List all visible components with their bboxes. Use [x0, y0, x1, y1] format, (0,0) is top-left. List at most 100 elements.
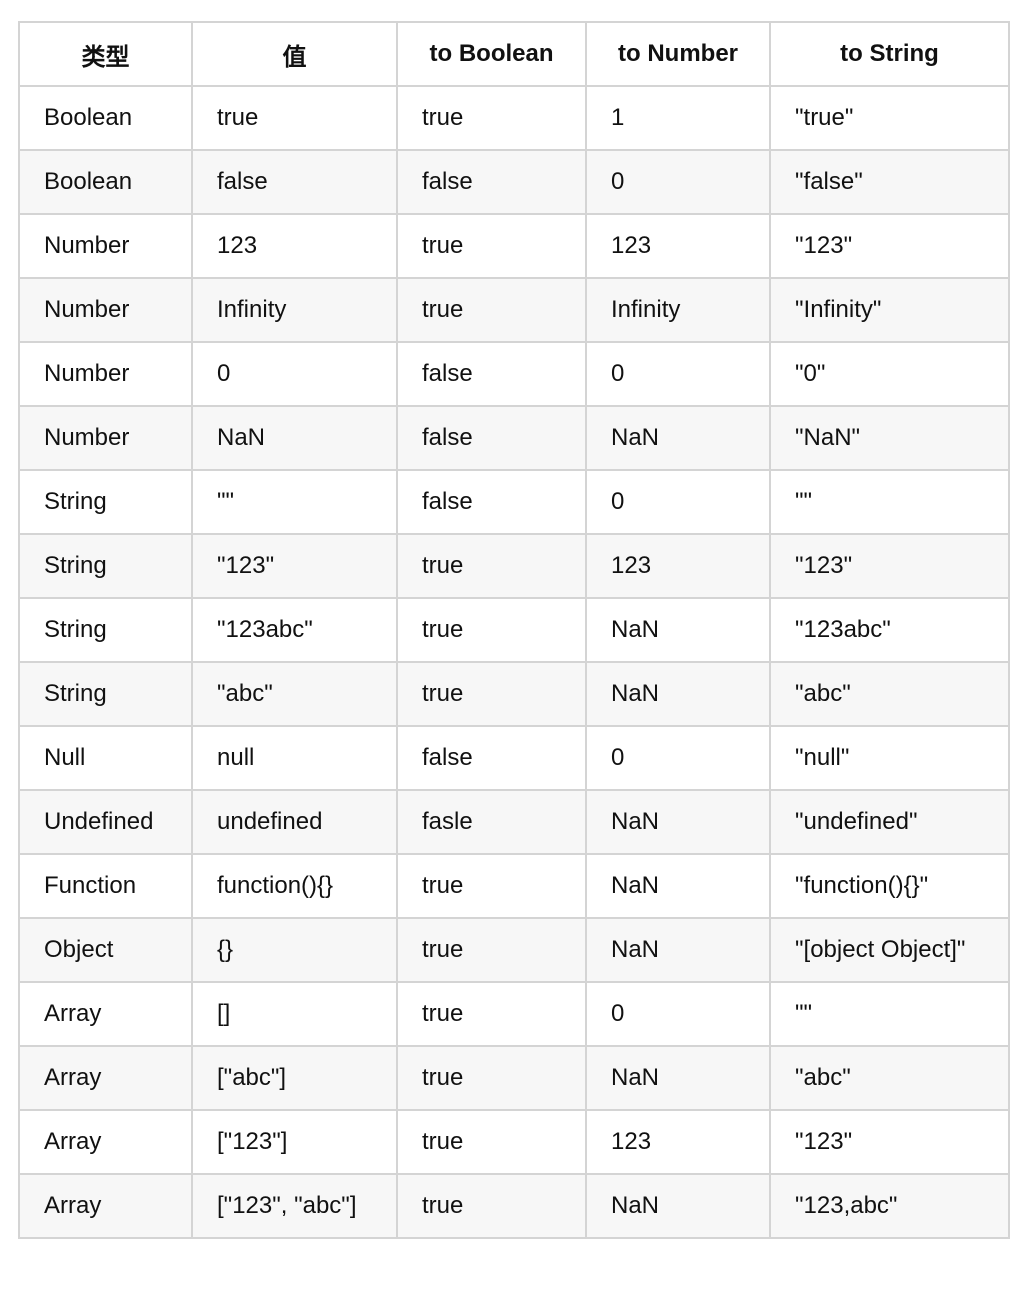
table-row: Boolean false false 0 "false" — [18, 149, 1010, 215]
cell-value: [] — [191, 981, 398, 1047]
table-row: Array ["123"] true 123 "123" — [18, 1109, 1010, 1175]
cell-type: Function — [18, 853, 193, 919]
cell-value: "abc" — [191, 661, 398, 727]
column-header-to-boolean: to Boolean — [396, 21, 587, 87]
cell-to-number: 0 — [585, 981, 771, 1047]
cell-value: ["abc"] — [191, 1045, 398, 1111]
cell-to-number: Infinity — [585, 277, 771, 343]
cell-to-number: 123 — [585, 533, 771, 599]
cell-to-boolean: true — [396, 1173, 587, 1239]
table-row: String "abc" true NaN "abc" — [18, 661, 1010, 727]
table-row: Array ["123", "abc"] true NaN "123,abc" — [18, 1173, 1010, 1239]
table-header: 类型值 to Boolean to Number to String — [18, 21, 1010, 87]
cell-type: Undefined — [18, 789, 193, 855]
cell-to-boolean: false — [396, 405, 587, 471]
cell-to-boolean: false — [396, 149, 587, 215]
cell-to-boolean: true — [396, 1109, 587, 1175]
cell-to-string: "123,abc" — [769, 1173, 1010, 1239]
cell-to-string: "abc" — [769, 1045, 1010, 1111]
cell-to-boolean: true — [396, 533, 587, 599]
cell-type: Null — [18, 725, 193, 791]
cell-to-number: NaN — [585, 917, 771, 983]
cell-to-boolean: false — [396, 341, 587, 407]
cell-to-number: 1 — [585, 85, 771, 151]
cell-to-boolean: true — [396, 1045, 587, 1111]
cell-type: Number — [18, 341, 193, 407]
cell-value: ["123"] — [191, 1109, 398, 1175]
cell-type: Array — [18, 1045, 193, 1111]
table-row: Undefined undefined fasle NaN "undefined" — [18, 789, 1010, 855]
cell-value: Infinity — [191, 277, 398, 343]
cell-to-string: "null" — [769, 725, 1010, 791]
cell-value: undefined — [191, 789, 398, 855]
column-header-value: 值 — [191, 21, 398, 87]
column-header-to-string: to String — [769, 21, 1010, 87]
cell-value: ["123", "abc"] — [191, 1173, 398, 1239]
cell-to-number: NaN — [585, 1173, 771, 1239]
cell-value: function(){} — [191, 853, 398, 919]
cell-to-string: "" — [769, 981, 1010, 1047]
cell-to-boolean: false — [396, 725, 587, 791]
cell-type: String — [18, 533, 193, 599]
cell-type: String — [18, 597, 193, 663]
type-conversion-table: 类型值 to Boolean to Number to String Boolean t… — [18, 21, 1010, 1239]
cell-type: Number — [18, 213, 193, 279]
cell-to-string: "NaN" — [769, 405, 1010, 471]
cell-to-boolean: true — [396, 277, 587, 343]
table-row: Number 123 true 123 "123" — [18, 213, 1010, 279]
cell-to-string: "abc" — [769, 661, 1010, 727]
table-row: Boolean true true 1 "true" — [18, 85, 1010, 151]
cell-value: null — [191, 725, 398, 791]
table-row: Array ["abc"] true NaN "abc" — [18, 1045, 1010, 1111]
cell-to-number: 123 — [585, 1109, 771, 1175]
cell-to-string: "0" — [769, 341, 1010, 407]
cell-to-boolean: false — [396, 469, 587, 535]
cell-type: String — [18, 469, 193, 535]
cell-to-number: NaN — [585, 853, 771, 919]
cell-to-string: "undefined" — [769, 789, 1010, 855]
cell-to-number: 0 — [585, 341, 771, 407]
cell-to-number: 0 — [585, 149, 771, 215]
cell-value: false — [191, 149, 398, 215]
table-row: String "" false 0 "" — [18, 469, 1010, 535]
table-row: Number 0 false 0 "0" — [18, 341, 1010, 407]
cell-to-string: "false" — [769, 149, 1010, 215]
table-row: Function function(){} true NaN "function(){}… — [18, 853, 1010, 919]
cell-to-number: NaN — [585, 1045, 771, 1111]
cell-to-boolean: true — [396, 917, 587, 983]
cell-to-string: "Infinity" — [769, 277, 1010, 343]
cell-value: "123abc" — [191, 597, 398, 663]
cell-to-string: "" — [769, 469, 1010, 535]
cell-type: Array — [18, 1109, 193, 1175]
cell-value: true — [191, 85, 398, 151]
table-row: String "123abc" true NaN "123abc" — [18, 597, 1010, 663]
cell-value: "" — [191, 469, 398, 535]
cell-to-number: 0 — [585, 469, 771, 535]
cell-to-string: "123abc" — [769, 597, 1010, 663]
cell-type: Object — [18, 917, 193, 983]
cell-to-number: NaN — [585, 405, 771, 471]
cell-type: Boolean — [18, 85, 193, 151]
cell-to-boolean: true — [396, 85, 587, 151]
cell-value: 123 — [191, 213, 398, 279]
cell-to-string: "true" — [769, 85, 1010, 151]
cell-to-boolean: true — [396, 661, 587, 727]
cell-value: 0 — [191, 341, 398, 407]
cell-type: Boolean — [18, 149, 193, 215]
cell-value: "123" — [191, 533, 398, 599]
cell-to-number: 123 — [585, 213, 771, 279]
table-row: Array[] true 0 "" — [18, 981, 1010, 1047]
cell-value: {} — [191, 917, 398, 983]
table-row: Number Infinity true Infinity "Infinity" — [18, 277, 1010, 343]
cell-type: Array — [18, 1173, 193, 1239]
cell-to-boolean: fasle — [396, 789, 587, 855]
table-row: Null null false 0 "null" — [18, 725, 1010, 791]
cell-to-number: 0 — [585, 725, 771, 791]
cell-value: NaN — [191, 405, 398, 471]
cell-to-string: "123" — [769, 213, 1010, 279]
cell-to-boolean: true — [396, 981, 587, 1047]
cell-type: Number — [18, 405, 193, 471]
table-row: String "123" true 123 "123" — [18, 533, 1010, 599]
cell-to-number: NaN — [585, 661, 771, 727]
cell-to-boolean: true — [396, 853, 587, 919]
